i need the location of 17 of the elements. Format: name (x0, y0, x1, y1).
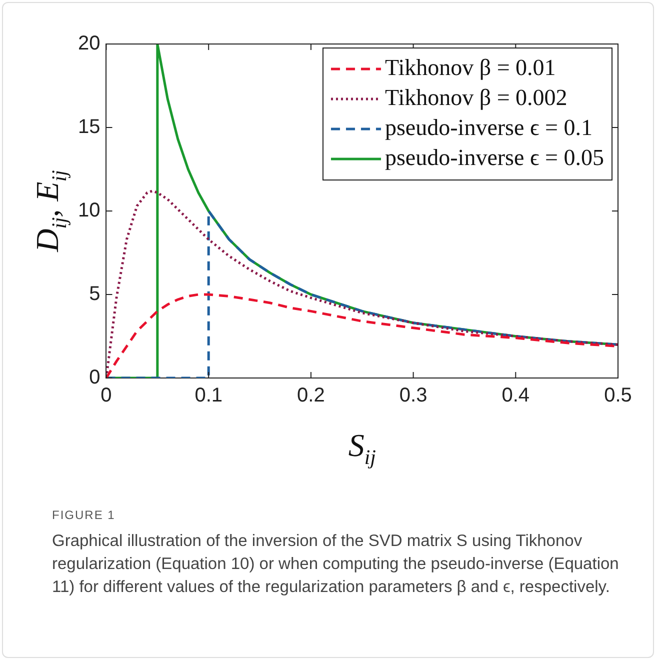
legend-label: Tikhonov β = 0.01 (384, 55, 556, 80)
x-tick-label: 0.3 (399, 384, 428, 407)
y-axis-title: Dij, Eij (29, 170, 72, 253)
y-tick-label: 5 (89, 283, 100, 306)
y-tick-label: 0 (89, 366, 100, 389)
legend-label: pseudo-inverse ϵ = 0.05 (384, 145, 604, 170)
y-tick-label: 10 (78, 200, 100, 222)
x-tick-label: 0.4 (502, 384, 530, 407)
y-tick-label: 20 (78, 32, 100, 55)
x-tick-label: 0.1 (194, 384, 223, 407)
caption: FIGURE 1 (52, 508, 116, 522)
x-tick-label: 0.2 (297, 384, 325, 407)
legend-label: pseudo-inverse ϵ = 0.1 (384, 115, 593, 140)
legend-label: Tikhonov β = 0.002 (384, 85, 568, 110)
text: Graphical illustration of the inversion of the SVD matrix S using Tikhonov regularization (Equation 10) or when computing the pseudo-inverse (Equation 11) for different values of the regularization parameters β and ϵ, respectively. (52, 531, 620, 598)
y-tick-label: 15 (78, 116, 100, 138)
x-tick-label: 0.5 (604, 384, 632, 407)
